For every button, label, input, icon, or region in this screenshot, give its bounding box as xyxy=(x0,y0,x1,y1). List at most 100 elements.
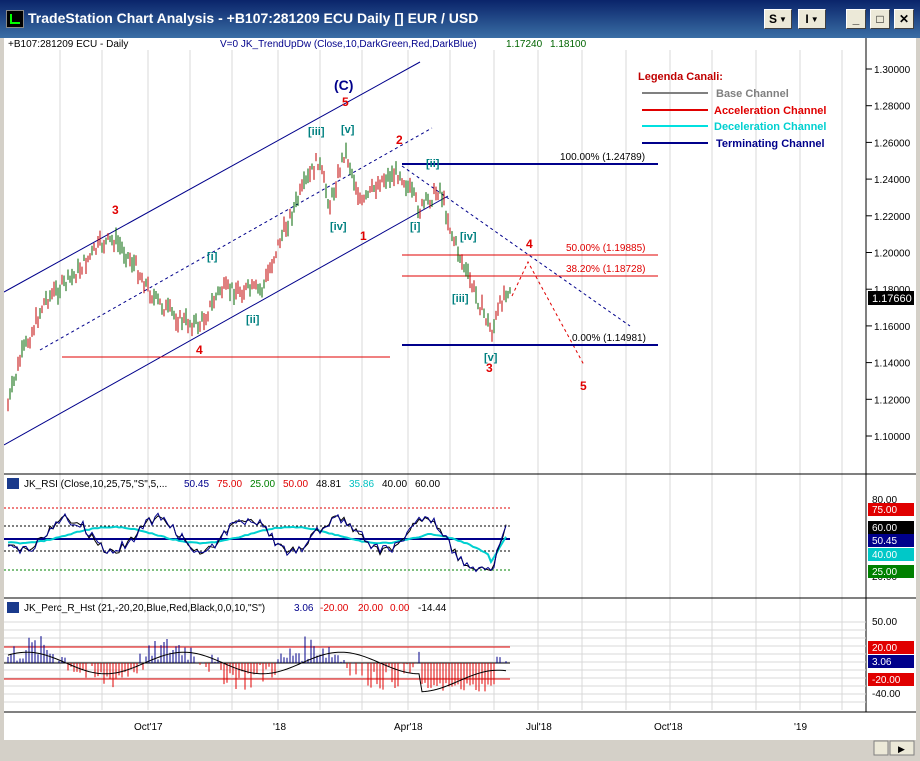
price-tick-label: 1.26000 xyxy=(874,138,911,149)
fib-100-label: 100.00% (1.24789) xyxy=(560,152,645,163)
wave-label-v-left: [v] xyxy=(341,124,355,136)
wave-labels: (C) 5 3 4 2 1 4 3 5 [i] [ii] [iii] [iv] … xyxy=(112,77,587,393)
rsi-panel[interactable]: JK_RSI (Close,10,25,75,"S",5,... 50.45 7… xyxy=(4,478,914,583)
rsi-value: 48.81 xyxy=(316,479,341,490)
scrollbar-track[interactable] xyxy=(4,740,916,756)
date-label: '19 xyxy=(794,722,807,733)
wave-label-i-right: [i] xyxy=(410,221,421,233)
rsi-value: 40.00 xyxy=(382,479,407,490)
percent-r-box-20-label: 20.00 xyxy=(872,643,897,654)
percent-r-values: 3.06 -20.00 20.00 0.00 -14.44 xyxy=(294,603,447,614)
minimize-button[interactable]: _ xyxy=(846,9,866,29)
percent-r-tick-50: 50.00 xyxy=(872,617,897,628)
price-tick-label: 1.20000 xyxy=(874,249,911,260)
indicator-value-2: 1.18100 xyxy=(550,39,587,50)
close-button[interactable]: ✕ xyxy=(894,9,914,29)
rsi-box-60-label: 60.00 xyxy=(872,523,897,534)
rsi-tick-80: 80.00 xyxy=(872,495,897,506)
wave-label-iii-left: [iii] xyxy=(308,126,325,138)
wave-label-4-right: 4 xyxy=(526,237,533,251)
wave-label-iv-left: [iv] xyxy=(330,221,347,233)
price-tick-label: 1.10000 xyxy=(874,432,911,443)
channel-upper-line[interactable] xyxy=(3,61,421,293)
percent-r-box-306-label: 3.06 xyxy=(872,657,892,668)
rsi-box-5045 xyxy=(868,534,914,547)
percent-r-value: -20.00 xyxy=(320,603,349,614)
i-menu-label: I xyxy=(805,12,809,26)
chevron-down-icon: ▼ xyxy=(779,14,787,24)
rsi-box-5045-label: 50.45 xyxy=(872,536,897,547)
rsi-box-25-label: 25.00 xyxy=(872,567,897,578)
rsi-box-75 xyxy=(868,503,914,516)
chart-area[interactable]: 1.30000 1.28000 1.26000 1.24000 1.22000 1.200… xyxy=(3,38,916,756)
rsi-value: 60.00 xyxy=(415,479,440,490)
fib-38-label: 38.20% (1.18728) xyxy=(566,264,646,275)
minimize-icon: _ xyxy=(852,12,860,26)
window-title: TradeStation Chart Analysis - +B107:2812… xyxy=(28,10,479,26)
percent-r-value: 3.06 xyxy=(294,603,314,614)
rsi-box-25 xyxy=(868,565,914,578)
wave-label-4-left: 4 xyxy=(196,343,203,357)
date-label: Apr'18 xyxy=(394,722,423,733)
rsi-value: 50.45 xyxy=(184,479,209,490)
wave-label-iii-right: [iii] xyxy=(452,293,469,305)
date-label: Jul'18 xyxy=(526,722,552,733)
rsi-panel-icon[interactable] xyxy=(7,478,19,489)
percent-r-line xyxy=(7,651,507,693)
projection-path[interactable] xyxy=(511,260,585,366)
rsi-box-75-label: 75.00 xyxy=(872,505,897,516)
fibonacci-levels: 100.00% (1.24789) 50.00% (1.19885) 38.20… xyxy=(402,152,658,346)
rsi-value: 25.00 xyxy=(250,479,275,490)
wave-label-v-right: [v] xyxy=(484,352,498,364)
percent-r-value: 0.00 xyxy=(390,603,410,614)
rsi-box-40 xyxy=(868,548,914,561)
percent-r-tick-minus40: -40.00 xyxy=(872,689,901,700)
date-label: Oct'18 xyxy=(654,722,683,733)
wave-label-ii-right: [ii] xyxy=(426,158,440,170)
rsi-signal-line xyxy=(7,525,507,565)
i-menu-button[interactable]: I ▼ xyxy=(798,9,826,29)
legend-item-acceleration: Acceleration Channel xyxy=(714,105,826,117)
fib-50-label: 50.00% (1.19885) xyxy=(566,243,646,254)
percent-r-panel[interactable]: JK_Perc_R_Hst (21,-20,20,Blue,Red,Black,… xyxy=(4,602,914,703)
wave-label-C: (C) xyxy=(334,77,353,93)
price-tick-label: 1.24000 xyxy=(874,175,911,186)
price-tick-label: 1.12000 xyxy=(874,395,911,406)
maximize-button[interactable]: □ xyxy=(870,9,890,29)
scrollbar-thumb[interactable] xyxy=(873,740,889,756)
rsi-values: 50.45 75.00 25.00 50.00 48.81 35.86 40.0… xyxy=(184,479,440,490)
price-bars xyxy=(7,142,511,412)
title-bar: TradeStation Chart Analysis - +B107:2812… xyxy=(0,0,920,38)
legend-item-deceleration: Deceleration Channel xyxy=(714,121,826,133)
s-menu-button[interactable]: S ▼ xyxy=(764,9,792,29)
percent-r-label: JK_Perc_R_Hst (21,-20,20,Blue,Red,Black,… xyxy=(24,603,265,614)
rsi-value: 50.00 xyxy=(283,479,308,490)
rsi-value: 35.86 xyxy=(349,479,374,490)
rsi-box-60 xyxy=(868,521,914,534)
fib-0-label: 0.00% (1.14981) xyxy=(572,333,646,344)
legend-item-terminating: Terminating Channel xyxy=(716,138,825,150)
percent-r-panel-icon[interactable] xyxy=(7,602,19,613)
horizontal-scrollbar[interactable]: ▶ xyxy=(4,740,916,756)
indicator-value-1: 1.17240 xyxy=(506,39,543,50)
price-tick-label: 1.22000 xyxy=(874,212,911,223)
percent-r-grid xyxy=(4,621,866,703)
channel-legend: Legenda Canali: Base Channel Acceleratio… xyxy=(638,71,826,150)
price-tick-label: 1.28000 xyxy=(874,102,911,113)
chart-svg[interactable]: 1.30000 1.28000 1.26000 1.24000 1.22000 1.200… xyxy=(3,38,916,756)
wave-label-ii-left: [ii] xyxy=(246,314,260,326)
maximize-icon: □ xyxy=(876,12,884,26)
rsi-value: 75.00 xyxy=(217,479,242,490)
percent-r-box-minus20-label: -20.00 xyxy=(872,675,901,686)
downtrend-dashed-line[interactable] xyxy=(401,165,631,327)
tradestation-app-icon xyxy=(6,10,24,28)
last-price-label: 1.17660 xyxy=(872,293,912,305)
legend-item-base: Base Channel xyxy=(716,88,789,100)
legend-title: Legenda Canali: xyxy=(638,71,723,83)
channel-lower-line[interactable] xyxy=(3,195,449,446)
scroll-right-button[interactable] xyxy=(889,740,915,756)
percent-r-box-20 xyxy=(868,641,914,654)
wave-label-5-top: 5 xyxy=(342,95,349,109)
date-axis: Oct'17 '18 Apr'18 Jul'18 Oct'18 '19 xyxy=(134,722,807,733)
arrow-right-icon: ▶ xyxy=(898,744,905,754)
